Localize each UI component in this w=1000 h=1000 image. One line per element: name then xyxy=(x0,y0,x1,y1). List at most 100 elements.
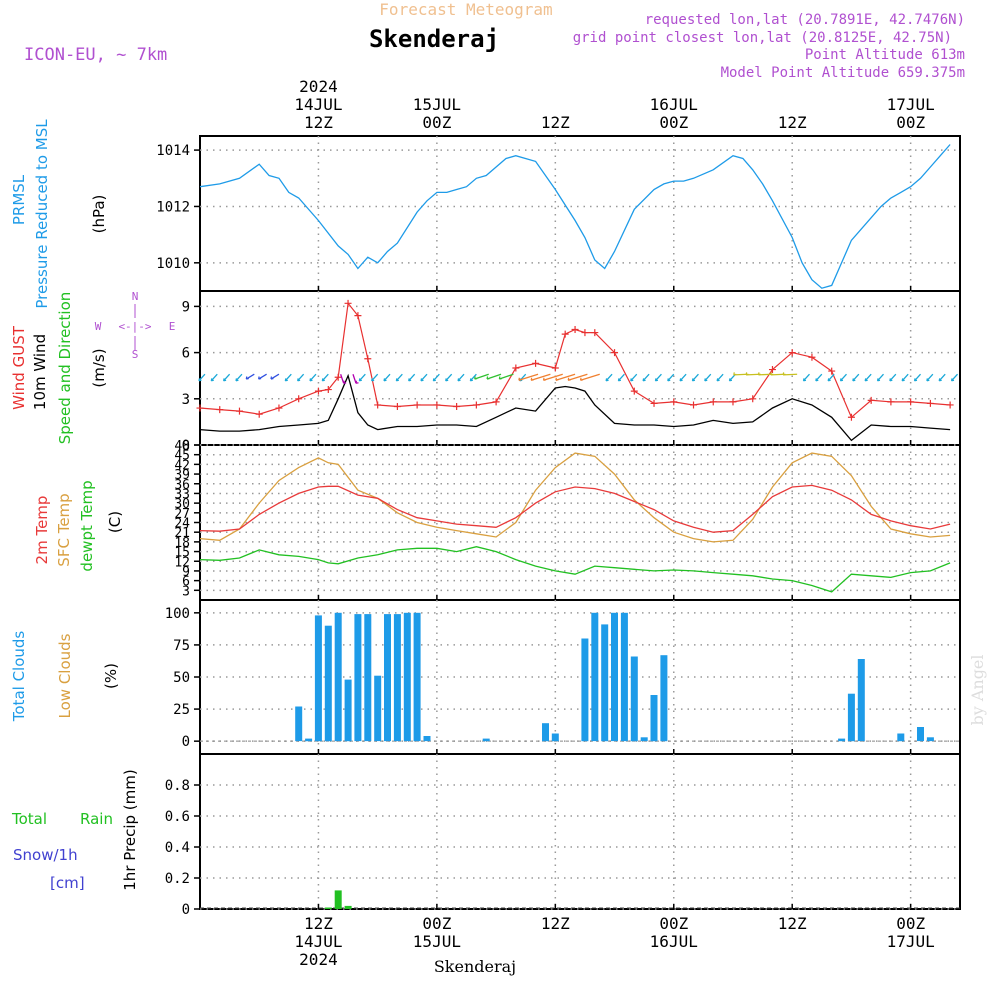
cloud-bar xyxy=(601,624,609,742)
wind-arrow xyxy=(309,373,317,382)
wind-arrow-head xyxy=(309,378,313,382)
wind-arrow xyxy=(210,373,218,382)
wind-arrow xyxy=(371,373,379,382)
wind-gust-marker xyxy=(611,349,619,357)
wind-tick-label: 6 xyxy=(182,346,190,362)
wind-gust-marker xyxy=(393,403,401,410)
wind-arrow xyxy=(889,373,897,382)
wind-arrow-head xyxy=(258,376,262,380)
temp-tick-label: 15 xyxy=(174,546,190,561)
wind-arrow-head xyxy=(642,378,646,382)
clouds-tick-label: 50 xyxy=(173,670,190,686)
precip-bar xyxy=(334,890,342,909)
wind-arrow-head xyxy=(770,372,774,376)
wind-gust-marker xyxy=(729,398,737,406)
wind-arrow-head xyxy=(530,377,534,381)
wind-gust-marker xyxy=(768,366,776,374)
cloud-bar xyxy=(354,614,362,742)
model-altitude: Model Point Altitude 659.375m xyxy=(721,65,965,81)
bottom-time-label: 00Z xyxy=(659,914,688,933)
top-time-label: 16JUL xyxy=(650,95,698,114)
wind-gust-label: Wind GUST xyxy=(10,325,28,410)
precip-total-label: Total xyxy=(11,810,47,828)
wind-gust-marker xyxy=(581,329,589,337)
temp-tick-label: 48 xyxy=(174,439,190,454)
t2m-line xyxy=(199,484,951,533)
pressure-tick-label: 1010 xyxy=(156,256,190,272)
wind-gust-marker xyxy=(847,413,855,421)
wind-arrow-head xyxy=(245,376,249,380)
wind-arrow-head xyxy=(852,378,856,382)
wind-gust-marker xyxy=(808,353,816,361)
wind-gust-marker xyxy=(354,312,362,320)
cloud-bar xyxy=(591,612,599,742)
pressure-panel-frame xyxy=(199,135,961,292)
cloud-bar xyxy=(384,614,391,742)
wind-gust-marker xyxy=(907,398,915,406)
wind-gust-marker xyxy=(433,401,441,409)
wind-arrow xyxy=(716,373,724,382)
wind-arrow-head xyxy=(950,378,955,382)
wind-arrow-head xyxy=(498,376,502,380)
clouds-tick-label: 75 xyxy=(173,638,190,654)
wind-arrow-head xyxy=(420,378,424,382)
wind-arrow-head xyxy=(630,378,634,382)
temp-tick-label: 18 xyxy=(174,536,190,551)
temp-tick-label: 45 xyxy=(174,449,190,464)
wind-arrow-head xyxy=(716,378,720,382)
wind-gust-marker xyxy=(561,330,569,338)
wind-arrow-head xyxy=(679,378,683,382)
y-tick-labels: 1010101210140369369121518212427303336394… xyxy=(156,143,190,918)
pressure-side-labels: PRMSL Pressure Reduced to MSL (hPa) xyxy=(10,119,108,309)
precip-bar xyxy=(324,907,332,909)
wind-arrow xyxy=(445,373,453,382)
wind-unit: (m/s) xyxy=(90,348,108,387)
clouds-tick-label: 100 xyxy=(165,606,190,622)
wind-arrow xyxy=(852,373,860,382)
wind-arrow xyxy=(864,373,872,382)
wind-arrow-head xyxy=(358,378,362,382)
wind-arrow-head xyxy=(270,376,274,380)
wind-arrow xyxy=(469,373,477,382)
precip-tick-label: 0.8 xyxy=(165,778,190,794)
wind-arrow xyxy=(383,373,391,382)
cloud-bar xyxy=(917,727,924,742)
bottom-time-label: 16JUL xyxy=(650,932,698,951)
cloud-bar xyxy=(551,733,559,742)
wind-arrow-head xyxy=(343,380,347,384)
temp-tick-label: 21 xyxy=(174,526,190,541)
wind-arrow-head xyxy=(733,372,737,376)
wind-arrow-head xyxy=(355,380,359,384)
wind-arrow xyxy=(926,373,934,382)
wind-arrow-head xyxy=(518,377,522,381)
compass-west: W xyxy=(95,320,102,333)
wind-arrow-head xyxy=(802,378,807,382)
wind-arrow-head xyxy=(457,378,461,382)
wind-arrow-head xyxy=(284,378,288,382)
wind-arrow xyxy=(580,373,600,381)
wind-arrow-head xyxy=(889,378,893,382)
wind-arrow xyxy=(235,373,243,382)
cloud-bar xyxy=(344,679,352,742)
wind-arrow xyxy=(938,373,946,382)
wind-arrow-head xyxy=(901,378,905,382)
wind-gust-marker xyxy=(709,398,717,406)
wind-arrow-head xyxy=(210,378,214,382)
wind-tick-label: 0 xyxy=(182,438,190,454)
cloud-bar xyxy=(838,738,846,742)
requested-coords: requested lon,lat (20.7891E, 42.7476N) xyxy=(645,12,965,28)
precip-tick-label: 0.6 xyxy=(165,809,190,825)
wind-arrow xyxy=(901,373,909,382)
footer-location: Skenderaj xyxy=(434,957,516,976)
wind-arrow xyxy=(358,373,366,382)
wind-arrow-head xyxy=(864,378,868,382)
wind-arrow-head xyxy=(654,378,659,382)
temp-tick-label: 24 xyxy=(174,517,190,532)
wind-arrow xyxy=(951,373,959,382)
wind-gust-marker xyxy=(532,359,540,367)
temp-tick-label: 3 xyxy=(182,584,190,599)
pressure-line xyxy=(199,144,951,289)
cloud-bar xyxy=(482,738,490,742)
